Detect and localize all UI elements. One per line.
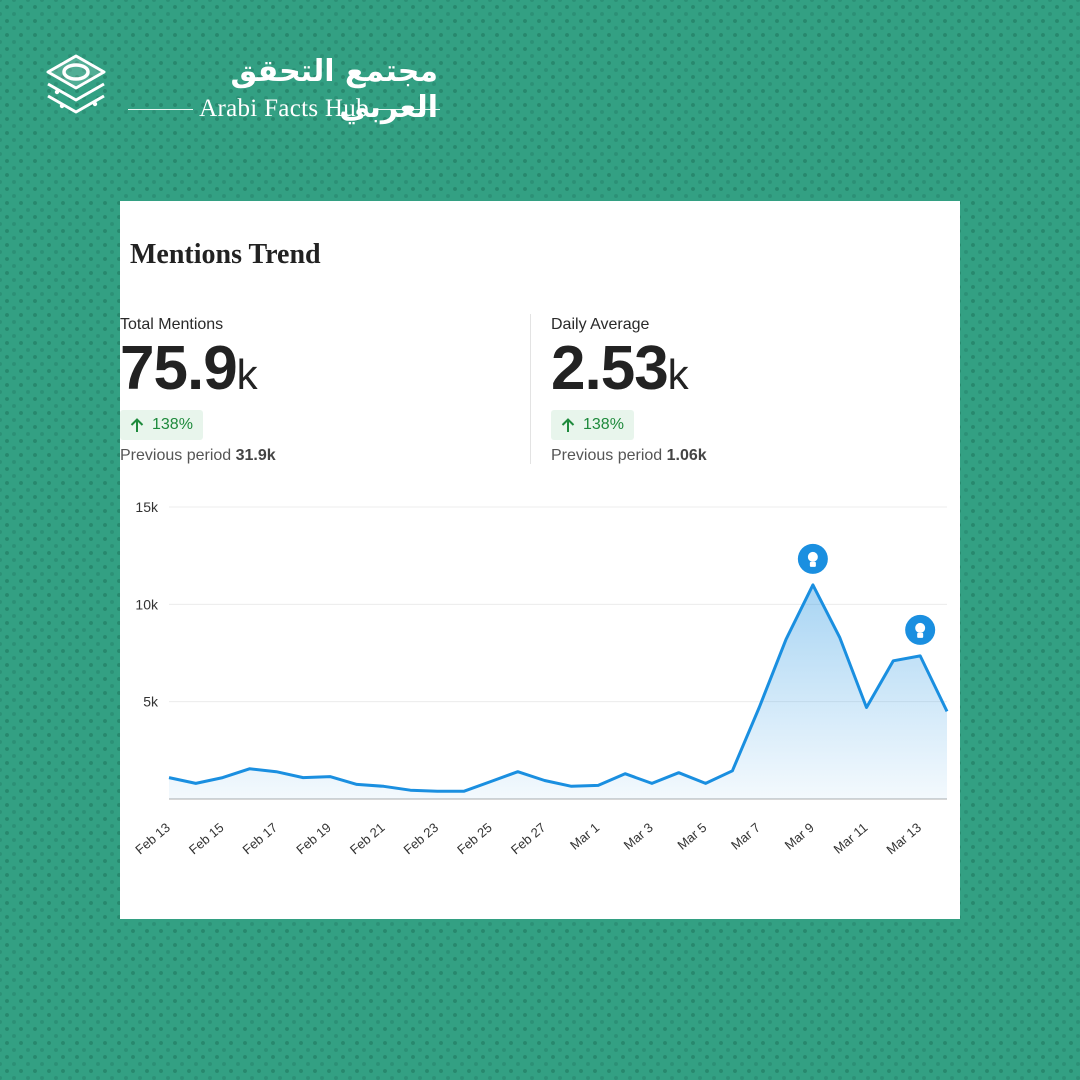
- data-point: [757, 706, 761, 710]
- kpi-value: 75.9k: [120, 336, 520, 402]
- data-point: [355, 782, 359, 786]
- x-tick-label: Mar 7: [728, 820, 763, 853]
- data-point: [623, 772, 627, 776]
- kpi-unit: k: [667, 351, 689, 398]
- data-point: [704, 781, 708, 785]
- data-point: [730, 769, 734, 773]
- x-tick-label: Mar 9: [782, 820, 817, 853]
- data-point: [462, 789, 466, 793]
- data-point: [247, 767, 251, 771]
- arrow-up-icon: [130, 417, 144, 432]
- data-point: [167, 776, 171, 780]
- previous-period: Previous period 31.9k: [120, 447, 520, 465]
- x-tick-label: Mar 11: [831, 820, 871, 857]
- layered-stack-magnifier-icon: [46, 54, 106, 114]
- data-point: [194, 781, 198, 785]
- x-tick-label: Feb 21: [347, 820, 388, 858]
- change-value: 138%: [583, 416, 624, 433]
- data-point: [328, 775, 332, 779]
- brand-name-english-row: Arabi Facts Hub: [128, 94, 440, 124]
- brand-name-english: Arabi Facts Hub: [199, 95, 369, 122]
- data-point: [918, 654, 922, 658]
- kpi-label: Daily Average: [551, 316, 650, 333]
- x-tick-label: Feb 13: [132, 820, 173, 858]
- change-badge: 138%: [551, 410, 634, 440]
- data-point: [945, 709, 949, 713]
- brand-name-arabic: مجتمع التحقق العربي: [230, 54, 438, 125]
- data-point: [408, 788, 412, 792]
- kpi-divider: [530, 314, 531, 464]
- data-point: [784, 637, 788, 641]
- data-point: [569, 784, 573, 788]
- x-tick-label: Feb 25: [454, 820, 495, 858]
- x-tick-label: Feb 17: [240, 820, 281, 858]
- kpi-number: 75.9: [120, 334, 238, 403]
- kpi-unit: k: [236, 351, 258, 398]
- data-point: [435, 789, 439, 793]
- x-tick-label: Mar 3: [621, 820, 656, 853]
- data-point: [382, 784, 386, 788]
- divider-line: [374, 108, 440, 110]
- previous-period-label: Previous period: [551, 447, 663, 464]
- data-point: [865, 706, 869, 710]
- lightbulb-icon: [915, 622, 926, 633]
- y-tick-label: 5k: [143, 694, 159, 710]
- data-point: [516, 770, 520, 774]
- kpi-number: 2.53: [551, 334, 669, 403]
- x-tick-label: Mar 13: [883, 820, 924, 858]
- data-point: [811, 583, 815, 587]
- x-tick-label: Feb 19: [293, 820, 334, 858]
- arrow-up-icon: [561, 417, 575, 432]
- series-line: [168, 583, 949, 793]
- change-badge: 138%: [120, 410, 203, 440]
- y-tick-label: 10k: [135, 596, 159, 612]
- kpi-daily-average: Daily Average 2.53k 138% Previous period…: [551, 314, 951, 465]
- lightbulb-icon-base: [809, 561, 816, 567]
- kpi-label: Total Mentions: [120, 316, 224, 333]
- data-point: [489, 779, 493, 783]
- previous-period-value: 1.06k: [666, 447, 707, 464]
- data-point: [221, 776, 225, 780]
- data-point: [650, 781, 654, 785]
- series-area: [169, 584, 947, 799]
- x-tick-label: Feb 27: [508, 820, 549, 858]
- previous-period: Previous period 1.06k: [551, 447, 951, 465]
- data-point: [596, 783, 600, 787]
- x-tick-label: Feb 15: [186, 820, 227, 858]
- x-tick-label: Feb 23: [401, 820, 442, 858]
- divider-line: [128, 108, 194, 110]
- lightbulb-icon-base: [917, 632, 924, 638]
- kpi-value: 2.53k: [551, 336, 951, 402]
- kpi-total-mentions: Total Mentions 75.9k 138% Previous perio…: [120, 314, 520, 465]
- data-point: [274, 770, 278, 774]
- data-point: [301, 776, 305, 780]
- data-point: [677, 771, 681, 775]
- previous-period-value: 31.9k: [235, 447, 276, 464]
- data-point: [891, 659, 895, 663]
- previous-period-label: Previous period: [120, 447, 232, 464]
- data-point: [838, 635, 842, 639]
- change-value: 138%: [152, 416, 193, 433]
- mentions-area-chart: 5k 10k 15k Feb 13 Feb 15 Feb 17 Feb 19 Feb 21 Fe…: [132, 499, 949, 858]
- mentions-trend-card: Mentions Trend Total Mentions 75.9k 138%…: [120, 201, 960, 919]
- x-tick-label: Mar 5: [674, 820, 709, 853]
- data-point: [543, 779, 547, 783]
- lightbulb-icon: [807, 551, 818, 562]
- brand-logo: مجتمع التحقق العربي Arabi Facts Hub: [44, 50, 444, 130]
- x-tick-label: Mar 1: [567, 820, 602, 853]
- card-title: Mentions Trend: [130, 239, 321, 270]
- y-tick-label: 15k: [135, 499, 159, 515]
